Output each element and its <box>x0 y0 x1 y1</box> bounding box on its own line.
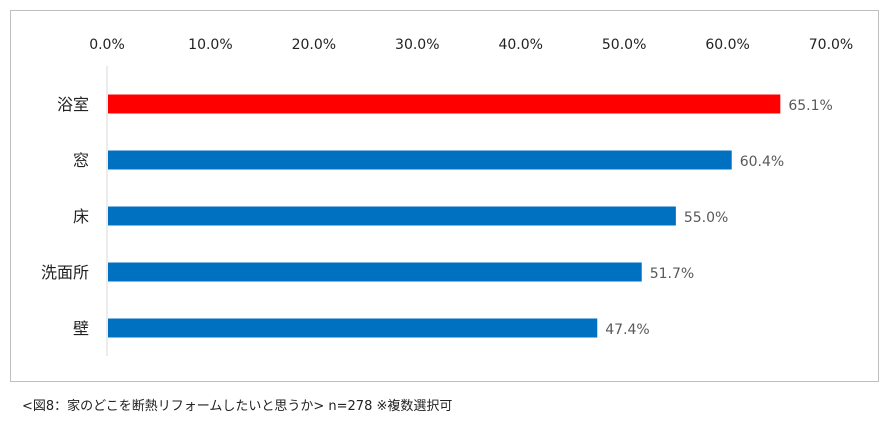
bar <box>108 94 781 114</box>
bar <box>108 150 732 170</box>
data-label: 55.0% <box>684 210 728 226</box>
category-label: 壁 <box>73 319 89 338</box>
category-label: 浴室 <box>57 95 89 114</box>
x-tick-label: 70.0% <box>809 37 853 53</box>
x-tick-label: 10.0% <box>188 37 232 53</box>
bar-chart: 0.0% 10.0% 20.0% 30.0% 40.0% 50.0% 60.0% 70.0% 浴… <box>41 37 853 356</box>
data-label: 65.1% <box>788 98 832 114</box>
figure-caption: <図8：家のどこを断熱リフォームしたいと思うか> n=278 ※複数選択可 <box>22 399 453 414</box>
x-tick-label: 20.0% <box>292 37 336 53</box>
x-tick-label: 60.0% <box>705 37 749 53</box>
x-tick-label: 40.0% <box>498 37 542 53</box>
bar <box>108 206 676 226</box>
category-label: 窓 <box>73 151 89 170</box>
data-label: 47.4% <box>605 322 649 338</box>
category-label: 床 <box>73 207 89 226</box>
category-label: 洗面所 <box>41 263 89 282</box>
bar <box>108 262 642 282</box>
x-tick-label: 0.0% <box>89 37 125 53</box>
x-tick-label: 50.0% <box>602 37 646 53</box>
chart-frame: 0.0% 10.0% 20.0% 30.0% 40.0% 50.0% 60.0% 70.0% 浴… <box>10 10 879 382</box>
bar <box>108 318 598 338</box>
x-tick-label: 30.0% <box>395 37 439 53</box>
data-label: 51.7% <box>650 266 694 282</box>
data-label: 60.4% <box>740 154 784 170</box>
